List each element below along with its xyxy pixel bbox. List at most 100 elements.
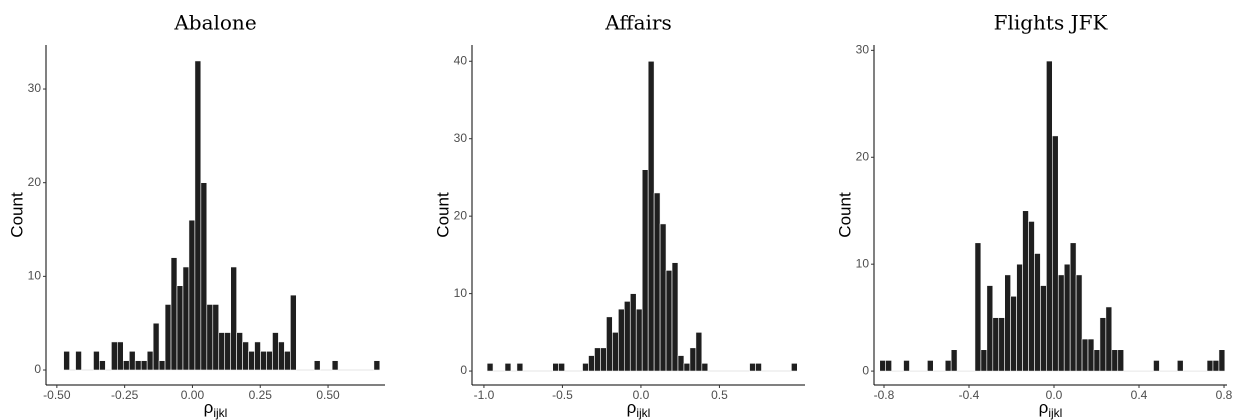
bar xyxy=(974,242,982,372)
bar xyxy=(1176,360,1184,372)
bar xyxy=(594,347,601,372)
bar xyxy=(266,350,273,371)
bar xyxy=(635,308,643,372)
bar xyxy=(992,317,1000,372)
bar xyxy=(998,317,1006,372)
bar xyxy=(140,360,148,371)
bar xyxy=(1028,221,1035,372)
bar xyxy=(944,360,952,372)
bar xyxy=(63,350,70,371)
bar xyxy=(164,304,172,371)
x-axis-label-symbol: ρ xyxy=(627,398,637,417)
bar xyxy=(1212,360,1220,372)
x-tick-label: 0.25 xyxy=(249,388,273,402)
bar xyxy=(152,322,160,371)
bar xyxy=(146,350,154,371)
y-tick-label: 20 xyxy=(454,208,468,222)
bar xyxy=(885,360,892,372)
bar xyxy=(188,219,196,371)
bar xyxy=(1010,295,1017,372)
bar xyxy=(111,341,118,371)
bar xyxy=(230,266,237,371)
x-axis-label: ρijkl xyxy=(627,398,651,420)
bar xyxy=(331,360,339,371)
bar xyxy=(254,341,261,371)
bar xyxy=(1087,338,1095,372)
bar xyxy=(122,360,130,371)
bar xyxy=(194,60,202,371)
bar xyxy=(1099,317,1107,372)
bar xyxy=(1081,338,1089,372)
bar xyxy=(677,355,685,372)
bar xyxy=(117,341,124,371)
x-tick-label: 0.0 xyxy=(633,388,650,402)
x-tick-label: -0.8 xyxy=(874,388,895,402)
bar xyxy=(128,350,136,371)
bar xyxy=(1034,253,1041,372)
bar xyxy=(200,182,208,371)
bar xyxy=(647,60,655,372)
bar xyxy=(986,285,994,372)
x-tick-label: -0.50 xyxy=(43,388,71,402)
bar xyxy=(558,363,565,372)
bar xyxy=(612,332,619,372)
bar xyxy=(206,304,214,371)
bar xyxy=(1022,210,1029,372)
bar xyxy=(1004,274,1011,372)
bar xyxy=(1153,360,1160,372)
y-tick-label: 10 xyxy=(856,256,870,270)
y-tick-label: 10 xyxy=(454,286,468,300)
bar xyxy=(582,363,589,372)
bar xyxy=(1075,274,1083,372)
bar xyxy=(1057,274,1065,372)
bar xyxy=(1063,263,1071,372)
bar xyxy=(134,360,142,371)
bar xyxy=(236,332,243,371)
x-axis-label: ρijkl xyxy=(1039,398,1063,420)
bar xyxy=(1040,285,1047,372)
bar xyxy=(671,262,679,372)
bar xyxy=(284,350,291,371)
bar xyxy=(683,363,691,372)
bar xyxy=(224,332,231,371)
y-tick-label: 10 xyxy=(28,269,42,283)
bar xyxy=(659,223,667,372)
bar xyxy=(665,270,673,372)
bar xyxy=(701,363,709,372)
x-axis-label-subscript: ijkl xyxy=(213,406,227,420)
y-tick-label: 30 xyxy=(856,43,870,57)
x-tick-label: 0.50 xyxy=(316,388,340,402)
bar xyxy=(623,301,631,372)
y-tick-label: 0 xyxy=(460,363,467,377)
bar xyxy=(290,294,297,371)
bar xyxy=(1117,349,1125,372)
bar xyxy=(93,350,100,371)
y-tick-label: 20 xyxy=(856,149,870,163)
bar xyxy=(755,363,762,372)
bar xyxy=(950,349,958,372)
bar xyxy=(749,363,756,372)
x-tick-label: -0.4 xyxy=(959,388,980,402)
bar xyxy=(373,360,381,371)
bar xyxy=(75,350,82,371)
bar xyxy=(212,304,220,371)
bar xyxy=(980,349,988,372)
x-axis-label-symbol: ρ xyxy=(1039,398,1049,417)
y-tick-label: 30 xyxy=(28,81,42,95)
bar xyxy=(176,285,184,371)
chart-title: Abalone xyxy=(173,11,256,35)
x-tick-label: 0.00 xyxy=(181,388,205,402)
bar xyxy=(606,316,613,372)
bar xyxy=(158,360,166,371)
x-axis-label-symbol: ρ xyxy=(204,398,214,417)
bar xyxy=(218,332,226,371)
x-tick-label: 0.8 xyxy=(1216,388,1233,402)
bar xyxy=(1052,135,1059,372)
y-tick-label: 0 xyxy=(34,362,41,376)
chart-title: Flights JFK xyxy=(994,11,1109,35)
x-axis-label-subscript: ijkl xyxy=(636,406,650,420)
bar xyxy=(791,363,798,372)
bar xyxy=(552,363,559,372)
bar xyxy=(629,293,637,372)
y-tick-label: 0 xyxy=(862,363,869,377)
